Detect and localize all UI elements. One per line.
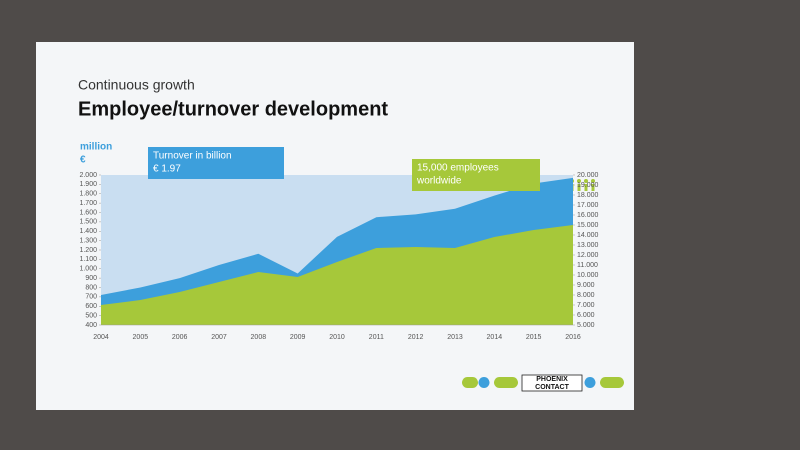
y2-tick-label: 12.000 [577,252,599,259]
logo-box [521,374,583,392]
y2-tick-label: 7.000 [577,302,595,309]
x-tick-label: 2004 [93,334,109,341]
y2-tick-label: 10.000 [577,272,599,279]
annotation-box [148,147,284,179]
annotation-box [412,159,540,191]
y-tick-label: 1.600 [79,209,97,216]
y-tick-label: 1.900 [79,181,97,188]
subtitle: Continuous growth [78,77,195,93]
x-tick-label: 2005 [133,334,149,341]
y-tick-label: 1.500 [79,219,97,226]
title: Employee/turnover development [78,98,388,120]
y-label: million [80,142,112,153]
y2-tick-label: 17.000 [577,202,599,209]
y2-tick-label: 20.000 [577,172,599,179]
area [101,225,573,325]
y-tick-label: 1.400 [79,228,97,235]
x-tick-label: 2015 [526,334,542,341]
y2-tick-label: 5.000 [577,322,595,329]
y-label: € [80,155,86,166]
y2-tick-label: 16.000 [577,212,599,219]
x-tick-label: 2006 [172,334,188,341]
y-tick-label: 700 [85,294,97,301]
y-tick-label: 1.800 [79,191,97,198]
y-tick-label: 600 [85,303,97,310]
x-tick-label: 2011 [369,334,384,341]
y2-tick-label: 14.000 [577,232,599,239]
x-tick-label: 2007 [211,334,227,341]
y2-tick-label: 13.000 [577,242,599,249]
y2-tick-label: 8.000 [577,292,595,299]
x-tick-label: 2010 [329,334,345,341]
x-tick-label: 2016 [565,334,581,341]
y2-tick-label: 11.000 [577,262,598,269]
y2-tick-label: 6.000 [577,312,595,319]
y-tick-label: 400 [85,322,97,329]
y2-tick-label: 18.000 [577,192,599,199]
footer-dots [462,377,624,388]
y-tick-label: 500 [85,312,97,319]
x-tick-label: 2014 [487,334,503,341]
logo: PHOENIX [536,376,568,383]
x-tick-label: 2009 [290,334,306,341]
y-tick-label: 2.000 [79,172,97,179]
y-tick-label: 1.300 [79,237,97,244]
annotation-text: Turnover in billion [153,151,232,162]
x-tick-label: 2013 [447,334,463,341]
y-tick-label: 900 [85,275,97,282]
y2-tick-label: 15.000 [577,222,599,229]
y-tick-label: 1.100 [79,256,97,263]
y2-tick-label: 19.000 [577,182,599,189]
x-tick-label: 2008 [251,334,267,341]
y-tick-label: 1.700 [79,200,97,207]
y-tick-label: 1.200 [79,247,97,254]
y-tick-label: 1.000 [79,266,97,273]
y-tick-label: 800 [85,284,97,291]
y2-tick-label: 9.000 [577,282,595,289]
annotation-text: worldwide [416,176,462,187]
annotation-text: 15,000 employees [417,163,499,174]
logo: CONTACT [535,384,569,391]
x-tick-label: 2012 [408,334,424,341]
annotation-text: € 1.97 [153,164,181,175]
